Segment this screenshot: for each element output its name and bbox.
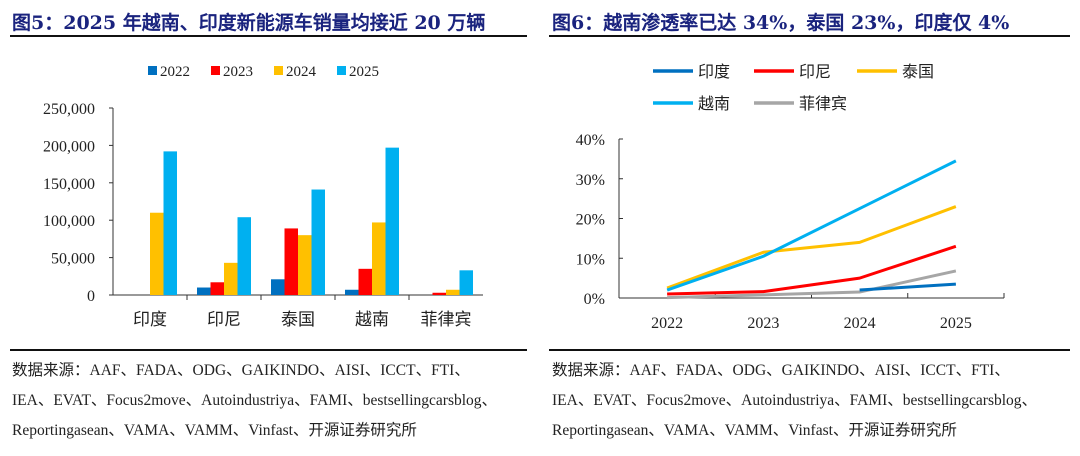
right-chart-title: 图6：越南渗透率已达 34%，泰国 23%，印度仅 4%: [552, 12, 1010, 34]
bar-2024: [446, 289, 460, 295]
legend-label: 2023: [223, 64, 253, 80]
legend-label: 印尼: [799, 63, 831, 81]
bar-2023: [210, 282, 224, 295]
y-tick-label: 10%: [576, 251, 605, 268]
x-tick-label: 印度: [133, 310, 167, 329]
y-tick-label: 0: [87, 288, 95, 305]
bar-2022: [345, 289, 359, 295]
bar-2023: [284, 228, 298, 295]
y-tick-label: 30%: [576, 172, 605, 189]
legend-swatch-2022: [148, 66, 157, 75]
y-tick-label: 250,000: [43, 101, 95, 118]
bar-2023: [358, 268, 372, 295]
x-tick-label: 泰国: [281, 310, 315, 329]
source-line: 数据来源：AAF、FADA、ODG、GAIKINDO、AISI、ICCT、FTI…: [12, 362, 470, 379]
legend-swatch-2024: [274, 66, 283, 75]
x-tick-label: 2025: [940, 315, 972, 332]
right-title-rule: [549, 35, 1070, 37]
source-line: IEA、EVAT、Focus2move、Autoindustriya、FAMI、…: [552, 392, 1038, 409]
legend-label: 2024: [286, 64, 317, 80]
x-tick-label: 2023: [747, 315, 779, 332]
bar-2024: [372, 222, 386, 295]
x-tick-label: 2022: [651, 315, 683, 332]
x-tick-label: 2024: [844, 315, 876, 332]
legend-swatch-2025: [337, 66, 346, 75]
line-越南: [666, 159, 957, 292]
y-tick-label: 50,000: [51, 251, 95, 268]
left-chart-title: 图5：2025 年越南、印度新能源车销量均接近 20 万辆: [12, 12, 486, 34]
legend-label: 2025: [349, 64, 379, 80]
line-泰国: [666, 205, 957, 290]
right-source-note: 数据来源：AAF、FADA、ODG、GAIKINDO、AISI、ICCT、FTI…: [552, 356, 1037, 446]
y-tick-label: 0%: [584, 291, 605, 308]
bar-2023: [432, 292, 446, 295]
legend-label: 越南: [698, 95, 730, 113]
bar-2025: [163, 151, 177, 295]
line-菲律宾: [667, 269, 957, 300]
y-tick-label: 200,000: [43, 138, 95, 155]
bar-2025: [459, 270, 473, 295]
bar-2025: [311, 189, 325, 295]
source-line: IEA、EVAT、Focus2move、Autoindustriya、FAMI、…: [12, 392, 498, 409]
bar-2025: [385, 147, 399, 295]
left-source-rule: [10, 349, 527, 351]
source-line: Reportingasean、VAMA、VAMM、Vinfast、开源证券研究所: [552, 422, 957, 439]
bar-2024: [150, 212, 164, 295]
source-line: Reportingasean、VAMA、VAMM、Vinfast、开源证券研究所: [12, 422, 417, 439]
bar-2022: [271, 279, 285, 295]
x-tick-label: 印尼: [207, 310, 241, 329]
bar-2022: [197, 287, 211, 295]
source-line: 数据来源：AAF、FADA、ODG、GAIKINDO、AISI、ICCT、FTI…: [552, 362, 1010, 379]
legend-label: 菲律宾: [799, 95, 847, 113]
line-印尼: [667, 244, 957, 296]
x-tick-label: 菲律宾: [421, 310, 472, 329]
left-source-note: 数据来源：AAF、FADA、ODG、GAIKINDO、AISI、ICCT、FTI…: [12, 356, 497, 446]
right-source-rule: [549, 349, 1070, 351]
y-tick-label: 20%: [576, 212, 605, 229]
x-tick-label: 越南: [355, 310, 389, 329]
line-印度: [859, 282, 956, 292]
left-title-rule: [10, 35, 527, 37]
legend-label: 泰国: [902, 63, 934, 81]
bar-2025: [237, 217, 251, 295]
y-tick-label: 150,000: [43, 176, 95, 193]
legend-swatch-2023: [211, 66, 220, 75]
legend-label: 印度: [698, 63, 730, 81]
y-tick-label: 40%: [576, 132, 605, 149]
bar-2024: [224, 262, 238, 295]
bar-2024: [298, 235, 312, 295]
legend-label: 2022: [160, 64, 190, 80]
y-tick-label: 100,000: [43, 213, 95, 230]
